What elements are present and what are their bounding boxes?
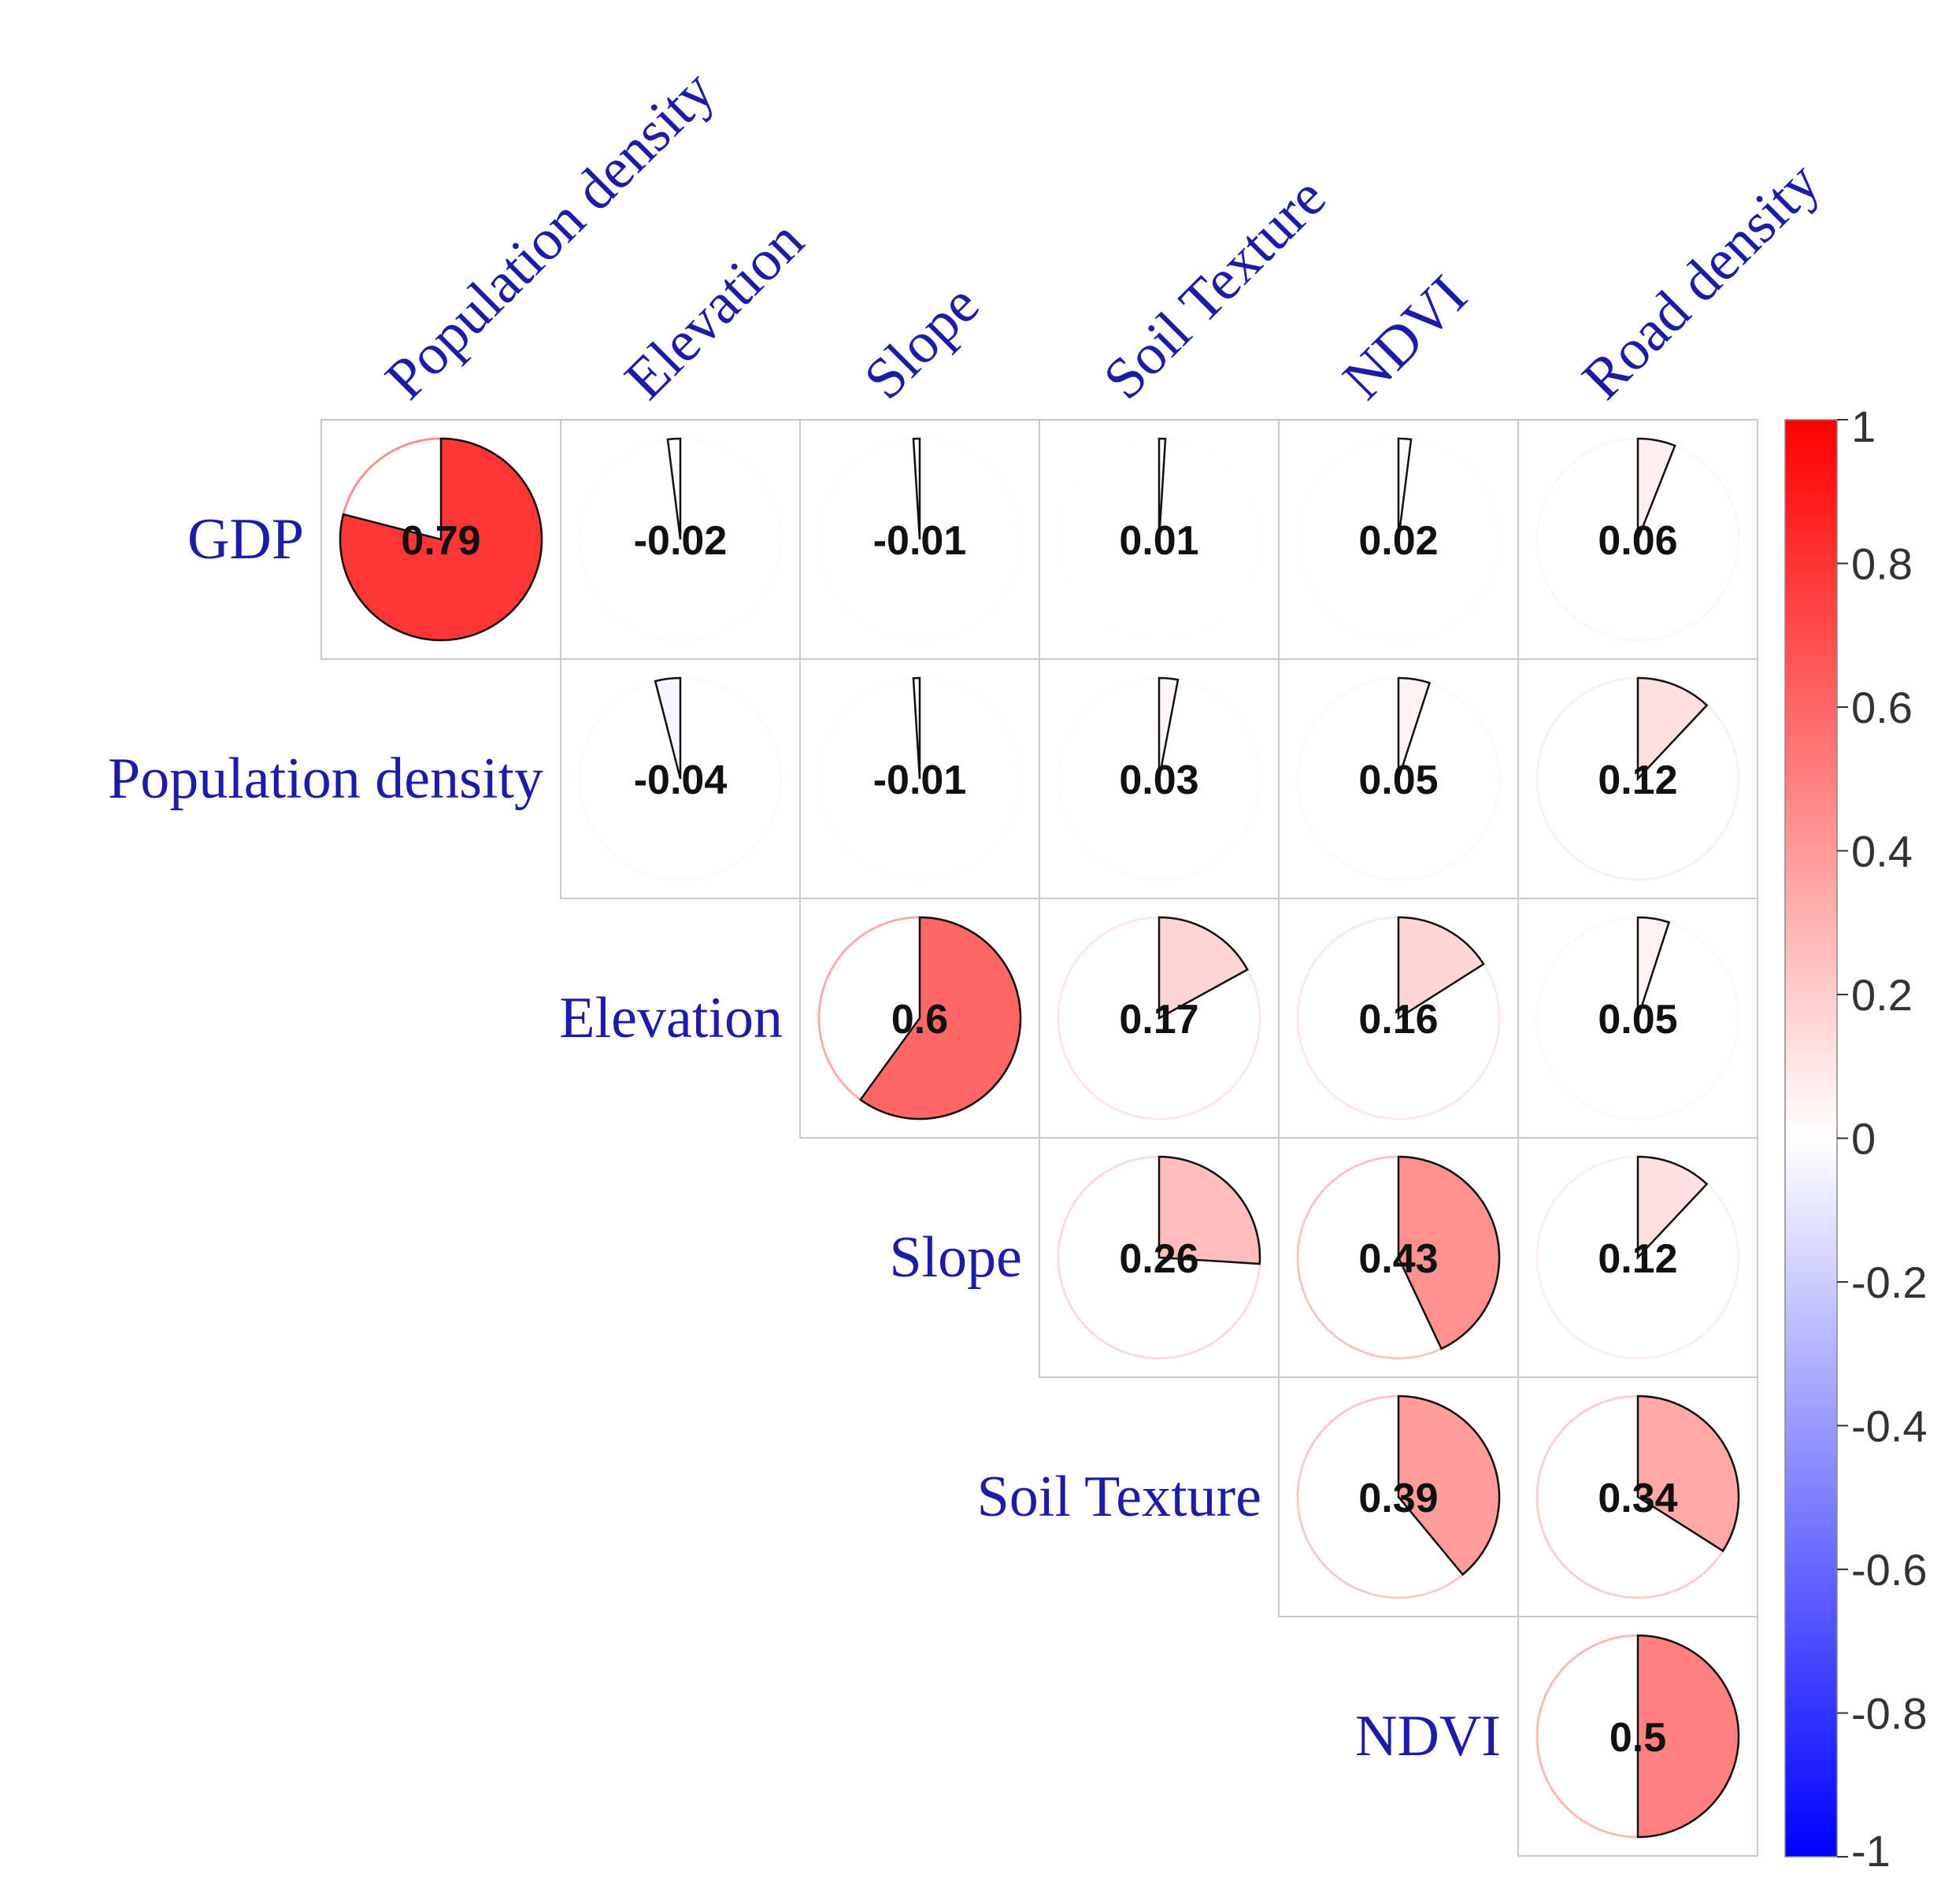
row-label-gdp: GDP: [187, 507, 304, 572]
row-label-population-density: Population density: [108, 746, 543, 811]
pie-slice-slope-soil-texture: [1158, 1155, 1261, 1265]
pie-slice-population-density-soil-texture: [1158, 676, 1180, 780]
row-label-slope: Slope: [889, 1225, 1022, 1290]
pie-slice-gdp-soil-texture: [1158, 437, 1167, 540]
legend-tick-label: -0.4: [1851, 1402, 1928, 1451]
value-label-soil-texture-ndvi: 0.39: [1358, 1476, 1438, 1521]
pie-slice-elevation-soil-texture: [1158, 916, 1249, 1021]
pie-slice-population-density-slope: [912, 676, 921, 780]
value-label-gdp-ndvi: 0.02: [1358, 518, 1438, 564]
pie-slice-elevation-road-density: [1636, 916, 1671, 1019]
row-label-elevation: Elevation: [559, 986, 783, 1050]
correlation-values: 0.79 -0.02 -0.01 0.01 0.02 0.06 -0.04 -0.01 0.03…: [401, 518, 1677, 1761]
color-legend: 1 0.8 0.6 0.4 0.2 0 -0.2 -0.4 -0.6 -0.8 -1: [1784, 402, 1928, 1876]
col-label-slope: Slope: [852, 272, 991, 412]
pie-slice-population-density-road-density: [1636, 676, 1709, 782]
row-label-ndvi: NDVI: [1355, 1704, 1501, 1769]
legend-tick-label: -1: [1851, 1826, 1891, 1876]
value-label-population-density-road-density: 0.12: [1598, 758, 1677, 803]
legend-tick-label: 1: [1851, 402, 1876, 451]
value-label-population-density-elevation: -0.04: [634, 758, 728, 803]
value-label-slope-road-density: 0.12: [1598, 1236, 1677, 1282]
col-label-ndvi: NDVI: [1331, 263, 1480, 412]
value-label-gdp-slope: -0.01: [873, 518, 967, 564]
legend-tick-label: -0.2: [1851, 1258, 1928, 1307]
value-label-population-density-slope: -0.01: [873, 758, 967, 803]
value-label-slope-ndvi: 0.43: [1358, 1236, 1438, 1282]
pie-slice-gdp-elevation: [666, 437, 682, 540]
col-label-road-density: Road density: [1570, 150, 1832, 412]
pie-slice-soil-texture-ndvi: [1397, 1395, 1501, 1576]
pie-slice-soil-texture-road-density: [1636, 1395, 1740, 1553]
legend-tick-label: 0.4: [1851, 827, 1913, 876]
value-label-elevation-ndvi: 0.16: [1358, 997, 1438, 1043]
pie-slice-gdp-road-density: [1636, 437, 1676, 540]
pie-slice-elevation-ndvi: [1397, 916, 1485, 1021]
pie-slice-gdp-slope: [912, 437, 921, 540]
cell-ndvi-road-density: [1517, 1616, 1758, 1857]
legend-tick-label: 0: [1851, 1114, 1876, 1164]
pie-slice-population-density-elevation: [654, 676, 682, 780]
value-label-soil-texture-road-density: 0.34: [1598, 1476, 1677, 1521]
col-label-elevation: Elevation: [613, 209, 817, 413]
legend-tick-label: 0.8: [1851, 539, 1913, 589]
value-label-population-density-ndvi: 0.05: [1358, 758, 1438, 803]
matrix-grid: [320, 419, 1758, 1857]
legend-tick-label: -0.8: [1851, 1689, 1928, 1739]
legend-tick-label: 0.2: [1851, 970, 1913, 1020]
value-label-ndvi-road-density: 0.5: [1609, 1715, 1666, 1761]
value-label-elevation-road-density: 0.05: [1598, 997, 1677, 1043]
pie-slice-elevation-slope: [859, 916, 1022, 1121]
pie-slice-slope-ndvi: [1397, 1155, 1501, 1350]
value-label-gdp-elevation: -0.02: [634, 518, 728, 564]
legend-tick-label: 0.6: [1851, 683, 1913, 732]
color-scale-bar: [1784, 419, 1838, 1858]
value-label-gdp-soil-texture: 0.01: [1119, 518, 1198, 564]
row-label-soil-texture: Soil Texture: [977, 1465, 1261, 1529]
correlation-pies: [339, 437, 1740, 1839]
value-label-elevation-soil-texture: 0.17: [1119, 997, 1198, 1043]
value-label-gdp-road-density: 0.06: [1598, 518, 1677, 564]
pie-slice-ndvi-road-density: [1636, 1634, 1740, 1839]
col-label-soil-texture: Soil Texture: [1091, 165, 1339, 413]
pie-slice-gdp-population-density: [339, 437, 543, 642]
pie-slice-population-density-ndvi: [1397, 676, 1432, 780]
row-labels: GDP Population density Elevation Slope Soil …: [108, 507, 1501, 1769]
legend-tick-label: -0.6: [1851, 1545, 1928, 1595]
value-label-elevation-slope: 0.6: [891, 997, 948, 1043]
value-label-population-density-soil-texture: 0.03: [1119, 758, 1198, 803]
pie-slice-slope-road-density: [1636, 1155, 1709, 1261]
value-label-gdp-population-density: 0.79: [401, 518, 480, 564]
pie-slice-gdp-ndvi: [1397, 437, 1413, 540]
value-label-slope-soil-texture: 0.26: [1119, 1236, 1198, 1282]
